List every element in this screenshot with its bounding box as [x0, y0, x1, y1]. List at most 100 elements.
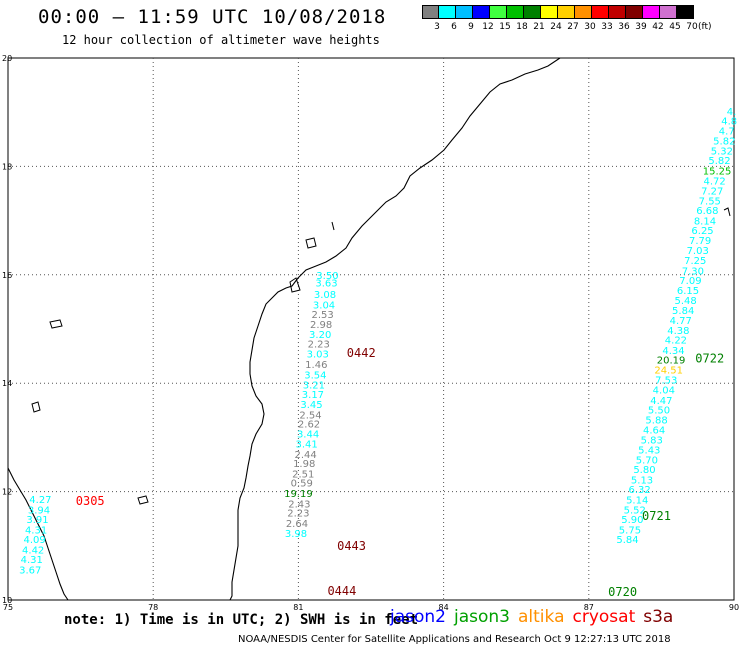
wave-height-value: 5.84	[616, 535, 638, 546]
wave-height-value: 3.21	[303, 381, 325, 392]
pass-labels: 0442 0443 0444 0305 0720 0721 0722	[76, 346, 724, 599]
wave-height-value: 4.77	[670, 316, 692, 327]
color-swatch-45	[660, 5, 677, 19]
wave-height-value: 2.54	[299, 410, 321, 421]
color-scale-tick: 30	[584, 22, 596, 32]
wave-height-value: 5.50	[648, 406, 670, 417]
wave-height-value: 4.31	[25, 525, 47, 536]
color-swatch-21	[524, 5, 541, 19]
color-swatch-39	[626, 5, 643, 19]
color-swatch-24	[541, 5, 558, 19]
wave-height-value: 5.90	[621, 515, 643, 526]
wave-height-value: 6.15	[677, 286, 699, 297]
wave-height-value: 4.8	[721, 117, 737, 128]
coastline-india-west	[7, 467, 69, 601]
color-scale-tick: 70	[686, 22, 698, 32]
wave-height-value: 3.63	[315, 279, 337, 290]
wave-height-value: 3.54	[304, 370, 326, 381]
wave-height-value: 1.46	[305, 360, 327, 371]
lon-tick-label: 87	[584, 603, 594, 612]
satellite-legend: jason2 jason3 altika cryosat s3a	[390, 607, 681, 627]
wave-height-value: 2.23	[287, 509, 309, 520]
color-scale-tick: 6	[451, 22, 457, 32]
pass-time-0443: 0443	[337, 539, 366, 553]
color-scale-tick: 18	[516, 22, 528, 32]
map-frame	[7, 57, 735, 601]
satellite-jason3: jason3	[454, 607, 510, 627]
color-scale-tick: 36	[618, 22, 630, 32]
lat-tick-label: 18	[2, 162, 12, 171]
wave-height-value: 3.98	[285, 529, 307, 540]
island-small-7	[723, 207, 731, 217]
lon-tick-label: 81	[293, 603, 303, 612]
island-small-5	[331, 221, 335, 231]
color-swatch-6	[439, 5, 456, 19]
color-scale-tick: 21	[533, 22, 545, 32]
wave-height-value: 4.47	[650, 396, 672, 407]
wave-height-value: 3.91	[26, 515, 48, 526]
lon-tick-label: 75	[3, 603, 13, 612]
island-small-6	[289, 277, 301, 293]
wave-height-value: 5.84	[672, 306, 694, 317]
wave-height-value: 3.94	[28, 505, 50, 516]
wave-height-value: 5.52	[624, 505, 646, 516]
color-swatch-12	[473, 5, 490, 19]
wave-height-value: 0.59	[291, 479, 313, 490]
wave-height-value: 5.70	[636, 455, 658, 466]
wave-height-value: 8.14	[694, 216, 716, 227]
map-grid	[7, 57, 735, 601]
pass-time-0444: 0444	[327, 584, 356, 598]
track-0305: 4.273.943.914.314.094.424.313.67	[19, 495, 51, 576]
wave-height-value: 4.38	[667, 326, 689, 337]
wave-height-value: 5.13	[631, 475, 653, 486]
wave-height-value: 7.25	[684, 256, 706, 267]
wave-height-value: 4.72	[704, 176, 726, 187]
wave-height-value: 5.82	[708, 156, 730, 167]
wave-height-value: 3.20	[309, 330, 331, 341]
latitude-axis: 10 12 14 16 18 20	[2, 54, 12, 605]
wave-height-value: 7.30	[682, 266, 704, 277]
wave-height-value: 4.64	[643, 426, 665, 437]
wave-height-value: 3.45	[300, 400, 322, 411]
wave-height-value: 4.42	[22, 545, 44, 556]
wave-height-value: 3.03	[307, 350, 329, 361]
color-scale-frame	[422, 5, 694, 19]
pass-time-0721: 0721	[642, 509, 671, 523]
wave-height-value: 6.68	[696, 206, 718, 217]
color-swatch-30	[575, 5, 592, 19]
wave-height-value: 3.41	[295, 440, 317, 451]
coastline	[7, 57, 731, 601]
wave-height-value: 2.64	[286, 519, 308, 530]
wave-height-value: 2.53	[311, 310, 333, 321]
wave-height-value: 4.09	[23, 535, 45, 546]
wave-height-value: 2.23	[308, 339, 330, 350]
wave-height-value: 15.25	[703, 167, 732, 178]
track-0442-0444: 3.503.633.083.042.532.983.202.233.031.46…	[284, 271, 338, 540]
lon-tick-label: 90	[729, 603, 739, 612]
color-scale-tick: 24	[550, 22, 562, 32]
color-scale-tick: 45	[669, 22, 681, 32]
wave-height-value: 6.32	[628, 485, 650, 496]
color-scale-unit: (ft)	[698, 22, 712, 32]
wave-height-value: 3.04	[313, 300, 335, 311]
island-small-3	[137, 495, 149, 505]
color-swatch-18	[507, 5, 524, 19]
wave-height-value: 4.27	[29, 495, 51, 506]
color-scale-tick: 9	[468, 22, 474, 32]
wave-height-value: 7.27	[701, 187, 723, 198]
pass-time-0305: 0305	[76, 494, 105, 508]
wave-height-value: 2.51	[292, 470, 314, 481]
lat-tick-label: 20	[2, 54, 12, 63]
wave-height-value: 2.98	[310, 320, 332, 331]
wave-height-value: 7.79	[689, 236, 711, 247]
wave-height-value: 1.98	[293, 459, 315, 470]
wave-height-value: 4.7	[719, 126, 735, 137]
wave-height-value: 5.82	[713, 137, 735, 148]
wave-height-value: 7.55	[699, 196, 721, 207]
color-scale-tick: 33	[601, 22, 613, 32]
pass-time-0720: 0720	[608, 585, 637, 599]
wave-height-value: 5.43	[638, 446, 660, 457]
altimeter-tracks: 3.503.633.083.042.532.983.202.233.031.46…	[19, 107, 737, 577]
wave-height-value: 2.43	[288, 499, 310, 510]
